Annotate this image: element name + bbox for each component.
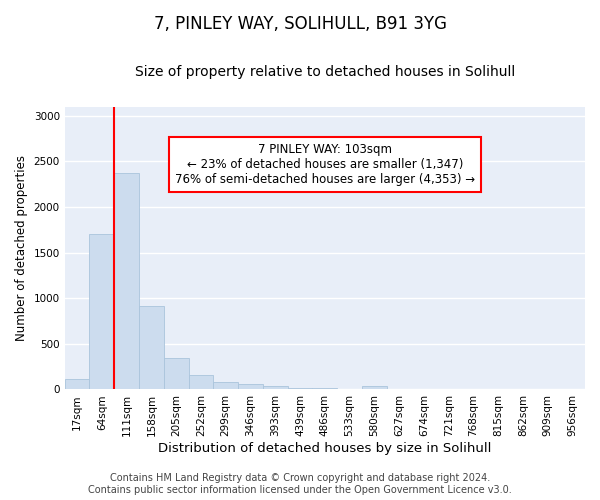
Bar [263, 386, 287, 390]
Bar [238, 384, 263, 390]
Bar [188, 376, 214, 390]
Text: 7, PINLEY WAY, SOLIHULL, B91 3YG: 7, PINLEY WAY, SOLIHULL, B91 3YG [154, 15, 446, 33]
Bar [287, 388, 313, 390]
Bar [214, 382, 238, 390]
Bar [164, 358, 188, 390]
Bar [313, 388, 337, 390]
Bar [139, 306, 164, 390]
Y-axis label: Number of detached properties: Number of detached properties [15, 155, 28, 341]
Bar [114, 173, 139, 390]
Text: Contains HM Land Registry data © Crown copyright and database right 2024.
Contai: Contains HM Land Registry data © Crown c… [88, 474, 512, 495]
X-axis label: Distribution of detached houses by size in Solihull: Distribution of detached houses by size … [158, 442, 491, 455]
Title: Size of property relative to detached houses in Solihull: Size of property relative to detached ho… [135, 65, 515, 79]
Bar [89, 234, 114, 390]
Bar [65, 379, 89, 390]
Bar [362, 386, 387, 390]
Text: 7 PINLEY WAY: 103sqm
← 23% of detached houses are smaller (1,347)
76% of semi-de: 7 PINLEY WAY: 103sqm ← 23% of detached h… [175, 144, 475, 186]
